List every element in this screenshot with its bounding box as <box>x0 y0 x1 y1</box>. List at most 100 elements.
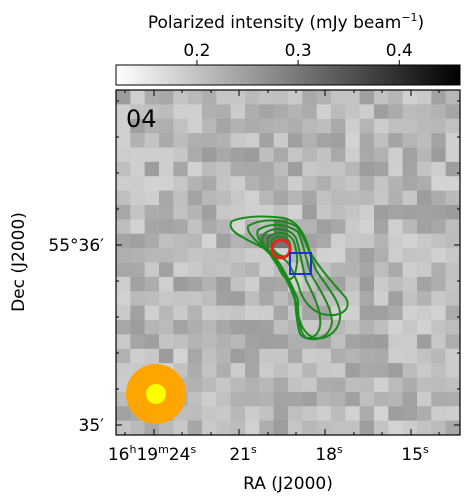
heatmap-cell <box>345 291 361 307</box>
heatmap-cell <box>259 305 275 321</box>
heatmap-cell <box>388 363 404 379</box>
heatmap-cell <box>273 291 289 307</box>
heatmap-cell <box>431 291 447 307</box>
heatmap-cell <box>402 363 418 379</box>
heatmap-cell <box>245 305 260 321</box>
heatmap-cell <box>374 219 389 235</box>
heatmap-cell <box>374 320 389 335</box>
heatmap-cell <box>216 233 232 249</box>
heatmap-cell <box>288 147 303 163</box>
heatmap-cell <box>245 276 260 292</box>
heatmap-cell <box>202 161 217 177</box>
heatmap-cell <box>230 176 246 192</box>
heatmap-cell <box>445 363 460 379</box>
heatmap-cell <box>173 305 189 321</box>
heatmap-cell <box>388 219 404 235</box>
heatmap-cell <box>316 176 332 192</box>
heatmap-cell <box>144 205 160 220</box>
heatmap-cell <box>230 320 246 335</box>
heatmap-cell <box>202 420 217 435</box>
heatmap-cell <box>288 377 303 393</box>
heatmap-cell <box>230 391 246 407</box>
heatmap-cell <box>374 233 389 249</box>
heatmap-cell <box>159 420 174 435</box>
heatmap-cell <box>431 118 447 134</box>
heatmap-cell <box>130 176 146 192</box>
heatmap-cell <box>388 377 404 393</box>
heatmap-cell <box>331 348 346 364</box>
heatmap-cell <box>331 377 346 393</box>
heatmap-cell <box>331 391 346 407</box>
heatmap-cell <box>273 276 289 292</box>
source-marker-circle <box>270 238 292 260</box>
heatmap-cell <box>187 118 203 134</box>
heatmap-cell <box>216 133 232 149</box>
heatmap-cell <box>230 90 246 105</box>
heatmap-cell <box>202 233 217 249</box>
heatmap-cell <box>130 276 146 292</box>
heatmap-cell <box>173 118 189 134</box>
heatmap-cell <box>245 377 260 393</box>
heatmap-cell <box>374 248 389 264</box>
heatmap-cell <box>345 320 361 335</box>
heatmap-cell <box>288 334 303 350</box>
heatmap-cell <box>431 262 447 278</box>
heatmap-cell <box>445 147 460 163</box>
heatmap-cell <box>273 363 289 379</box>
heatmap-cell <box>230 205 246 220</box>
heatmap-cell <box>388 420 404 435</box>
heatmap-cell <box>445 262 460 278</box>
heatmap-cell <box>374 406 389 422</box>
heatmap-cell <box>417 104 432 120</box>
heatmap-cell <box>316 233 332 249</box>
heatmap-cell <box>202 190 217 206</box>
heatmap-cell <box>374 377 389 393</box>
heatmap-cell <box>316 406 332 422</box>
heatmap-cell <box>130 118 146 134</box>
heatmap-cell <box>144 334 160 350</box>
heatmap-cell <box>273 305 289 321</box>
heatmap-cell <box>273 133 289 149</box>
heatmap-cell <box>302 90 318 105</box>
heatmap-cell <box>359 190 375 206</box>
colorbar-tick-label-3: 0.4 <box>386 41 413 61</box>
heatmap-cell <box>316 205 332 220</box>
heatmap-cell <box>331 420 346 435</box>
heatmap-cell <box>245 190 260 206</box>
heatmap-cell <box>187 161 203 177</box>
heatmap-cell <box>316 420 332 435</box>
heatmap-cell <box>302 104 318 120</box>
heatmap-cell <box>173 348 189 364</box>
heatmap-cell <box>259 276 275 292</box>
heatmap-cell <box>216 118 232 134</box>
heatmap-cell <box>288 118 303 134</box>
heatmap-cell <box>345 133 361 149</box>
heatmap-cell <box>130 233 146 249</box>
heatmap-cell <box>245 348 260 364</box>
heatmap-cell <box>402 291 418 307</box>
heatmap-cell <box>374 420 389 435</box>
heatmap-cell <box>331 118 346 134</box>
heatmap-cell <box>259 176 275 192</box>
heatmap-cell <box>345 276 361 292</box>
heatmap-cell <box>417 363 432 379</box>
heatmap-cell <box>230 161 246 177</box>
heatmap-cell <box>345 161 361 177</box>
heatmap-cell <box>374 334 389 350</box>
heatmap-cell <box>202 118 217 134</box>
heatmap-cell <box>187 233 203 249</box>
heatmap-cell <box>388 147 404 163</box>
heatmap-cell <box>259 391 275 407</box>
heatmap-cell <box>202 305 217 321</box>
heatmap-cell <box>259 377 275 393</box>
heatmap-cell <box>359 248 375 264</box>
heatmap-cell <box>445 334 460 350</box>
heatmap-cell <box>417 406 432 422</box>
heatmap-cell <box>445 305 460 321</box>
heatmap-cell <box>417 320 432 335</box>
heatmap-cell <box>173 262 189 278</box>
heatmap-cell <box>374 291 389 307</box>
heatmap-cell <box>402 406 418 422</box>
heatmap-cell <box>316 377 332 393</box>
heatmap-cell <box>159 147 174 163</box>
